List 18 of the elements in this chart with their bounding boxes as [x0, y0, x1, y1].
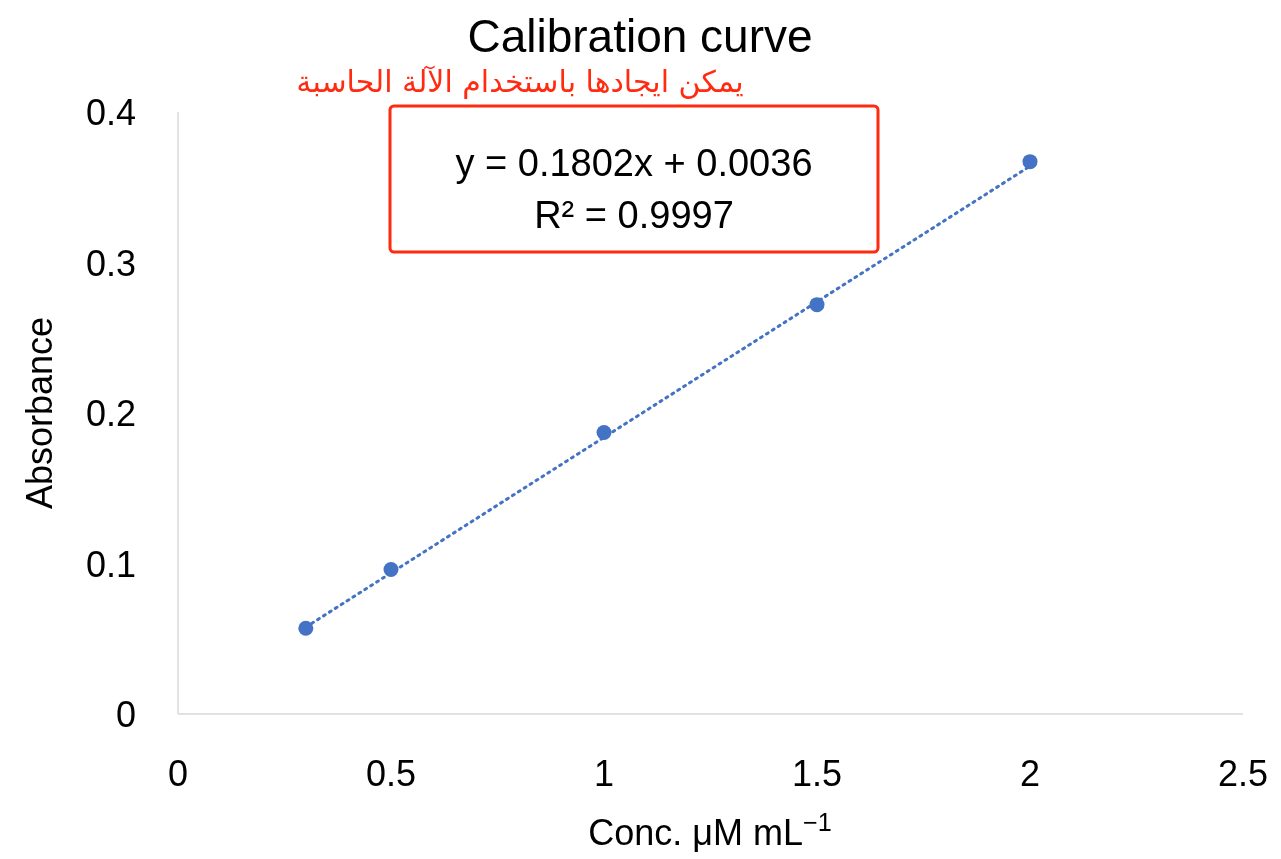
y-tick-label: 0.1 [85, 543, 136, 585]
text: يمكن ايجادها باستخدام الآلة الحاسبة [296, 64, 744, 99]
y-axis-title: Absorbance [19, 316, 60, 510]
annotation: y = 0.1802x + 0.0036 [455, 142, 813, 184]
x-tick-label: 1 [593, 753, 615, 794]
x-axis-title: Conc. μM mL$^{−1}$ [588, 808, 832, 853]
x-tick-label: 0 [167, 753, 189, 794]
x-tick-label: 1.5 [791, 753, 843, 794]
chart-title: Calibration curve [467, 10, 813, 62]
annotation: R² = 0.9997 [534, 194, 734, 236]
x-tick-label: 2.5 [1217, 753, 1269, 794]
y-tick-label: 0.2 [85, 393, 136, 434]
y-tick-label: 0.4 [85, 92, 136, 133]
y-tick-label: 0.3 [85, 242, 136, 284]
y-tick-label: 0 [115, 694, 136, 735]
point [1022, 154, 1038, 170]
x-tick-label: 2 [1019, 753, 1041, 794]
x-tick-label: 0.5 [365, 753, 417, 794]
